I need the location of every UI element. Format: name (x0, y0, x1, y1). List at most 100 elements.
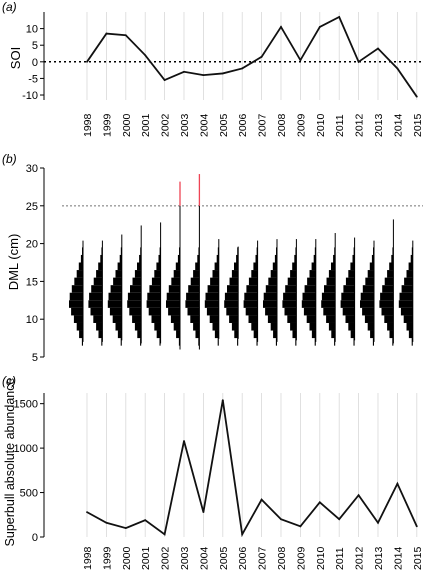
histogram-bar (117, 330, 122, 339)
histogram-bar (268, 277, 277, 286)
histogram-bar (365, 277, 374, 286)
histogram-bar (372, 338, 374, 346)
year-distribution-2009 (282, 239, 297, 346)
histogram-bar (364, 315, 374, 323)
soi-point (86, 60, 88, 63)
histogram-bar (81, 338, 83, 346)
histogram-bar (389, 330, 394, 339)
year-distribution-2010 (301, 239, 317, 346)
y-tick-label: 30 (26, 163, 38, 175)
panel-a-ylabel: SOI (8, 47, 23, 69)
year-distribution-2008 (263, 239, 278, 346)
abundance-point (415, 525, 418, 528)
x-tick-label: 2010 (315, 113, 327, 137)
abundance-point (183, 440, 185, 442)
year-distribution-2013 (360, 240, 375, 346)
histogram-bar (69, 300, 83, 308)
soi-point (318, 26, 321, 28)
histogram-bar (367, 322, 374, 331)
histogram-bar (353, 247, 355, 255)
year-distribution-2015 (398, 240, 414, 346)
histogram-bar (171, 277, 180, 286)
year-distribution-2014 (379, 219, 394, 346)
histogram-bar (244, 292, 258, 301)
histogram-bar (178, 338, 180, 346)
histogram-bar (384, 315, 394, 323)
histogram-bar (302, 292, 316, 301)
y-tick-label: -5 (28, 73, 38, 85)
histogram-bar (101, 338, 103, 346)
histogram-bar (113, 277, 122, 286)
year-distribution-2003 (166, 181, 181, 350)
x-tick-label: 2015 (412, 546, 424, 570)
histogram-bar (214, 262, 219, 271)
x-tick-label: 2014 (392, 113, 404, 137)
histogram-bar (76, 270, 83, 278)
histogram-bar (331, 330, 336, 339)
x-tick-label: 2008 (276, 113, 288, 137)
x-tick-label: 2002 (160, 546, 172, 570)
histogram-bar (387, 322, 394, 331)
abundance-point (221, 399, 224, 402)
panel-b-axis: 30 25 20 15 10 5 (26, 163, 45, 364)
histogram-bar (270, 322, 277, 331)
histogram-bar (224, 292, 239, 301)
soi-point (124, 34, 127, 37)
histogram-bar (398, 300, 413, 308)
x-tick-label: 1998 (82, 113, 94, 137)
histogram-bar (256, 338, 258, 346)
histogram-bar (389, 262, 394, 271)
histogram-bar (267, 315, 277, 323)
histogram-bar (205, 292, 219, 301)
histogram-bar (229, 277, 239, 286)
year-distribution-2002 (146, 222, 162, 346)
histogram-bar (140, 338, 142, 346)
abundance-point (260, 498, 263, 501)
year-distribution-1999 (88, 240, 103, 346)
histogram-bar (130, 285, 142, 293)
x-tick-label: 2000 (121, 113, 133, 137)
histogram-bar (287, 277, 297, 286)
histogram-bar (256, 247, 258, 255)
panel-b-distributions (69, 174, 414, 350)
histogram-bar (210, 277, 219, 286)
abundance-line (86, 399, 418, 538)
x-tick-label: 2013 (373, 113, 385, 137)
x-tick-label: 1998 (82, 546, 94, 570)
abundance-point (318, 501, 321, 504)
histogram-bar (292, 262, 297, 271)
y-tick-label: 5 (32, 352, 38, 364)
soi-point (202, 74, 205, 76)
y-tick-label: 15 (26, 276, 38, 288)
soi-point (415, 95, 418, 98)
abundance-point (202, 511, 205, 514)
panel-c-xtick-labels: 1998 1999 2000 2001 2002 2003 2004 2005 2006 2007… (82, 546, 424, 570)
year-distribution-2000 (107, 234, 123, 346)
x-tick-label: 2001 (140, 546, 152, 570)
histogram-bar (127, 292, 142, 301)
histogram-bar (243, 300, 258, 308)
soi-point (377, 47, 379, 50)
soi-point (280, 26, 282, 28)
x-tick-label: 2004 (198, 113, 210, 137)
panel-a-xtick-labels: 1998 1999 2000 2001 2002 2003 2004 2005 2006 2007… (82, 113, 424, 137)
panel-a-series (44, 15, 423, 98)
x-tick-label: 2005 (218, 113, 230, 137)
histogram-bar (353, 338, 355, 346)
histogram-bar (350, 262, 355, 271)
histogram-bar (236, 254, 239, 263)
histogram-bar (120, 338, 122, 346)
histogram-bar (367, 270, 374, 278)
histogram-bar (340, 300, 355, 308)
histogram-bar (253, 330, 258, 339)
histogram-bar (343, 285, 355, 293)
histogram-bar (134, 270, 142, 278)
x-tick-label: 2006 (237, 113, 249, 137)
histogram-bar (100, 254, 103, 263)
histogram-bar (334, 338, 336, 346)
soi-point (299, 59, 302, 62)
histogram-bar (98, 262, 103, 271)
histogram-bar (217, 338, 219, 346)
histogram-bar (115, 322, 122, 331)
